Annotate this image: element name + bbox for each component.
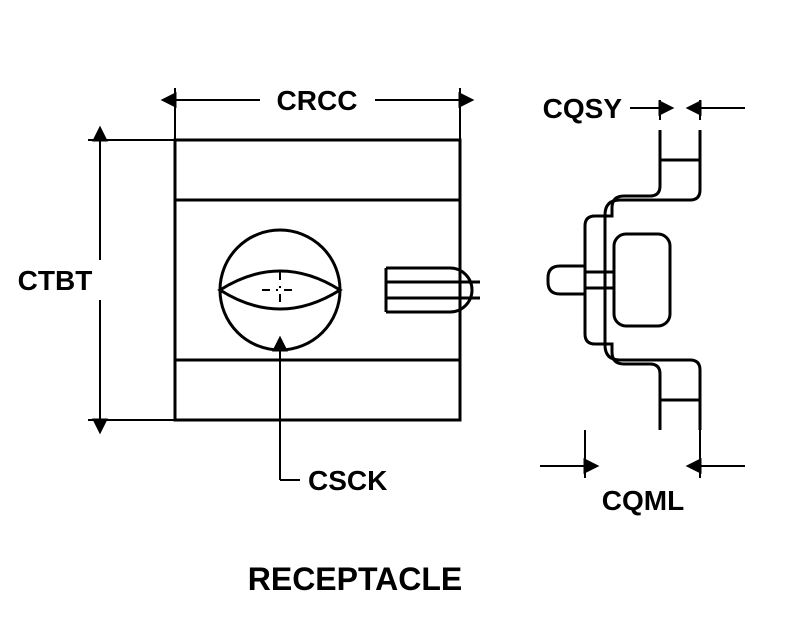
label-cqml: CQML [602,485,684,516]
diagram-title: RECEPTACLE [248,561,463,597]
side-view [548,130,700,430]
label-crcc: CRCC [277,85,358,116]
front-view [175,140,480,420]
dim-crcc: CRCC [175,85,460,140]
dim-csck: CSCK [280,350,387,496]
dim-cqml: CQML [540,430,745,516]
label-ctbt: CTBT [18,265,93,296]
dim-cqsy: CQSY [543,93,745,124]
receptacle-diagram: CRCC CTBT CSCK CQSY CQML RECEPTACLE [0,0,788,642]
label-csck: CSCK [308,465,387,496]
label-cqsy: CQSY [543,93,623,124]
dim-ctbt: CTBT [18,140,175,420]
